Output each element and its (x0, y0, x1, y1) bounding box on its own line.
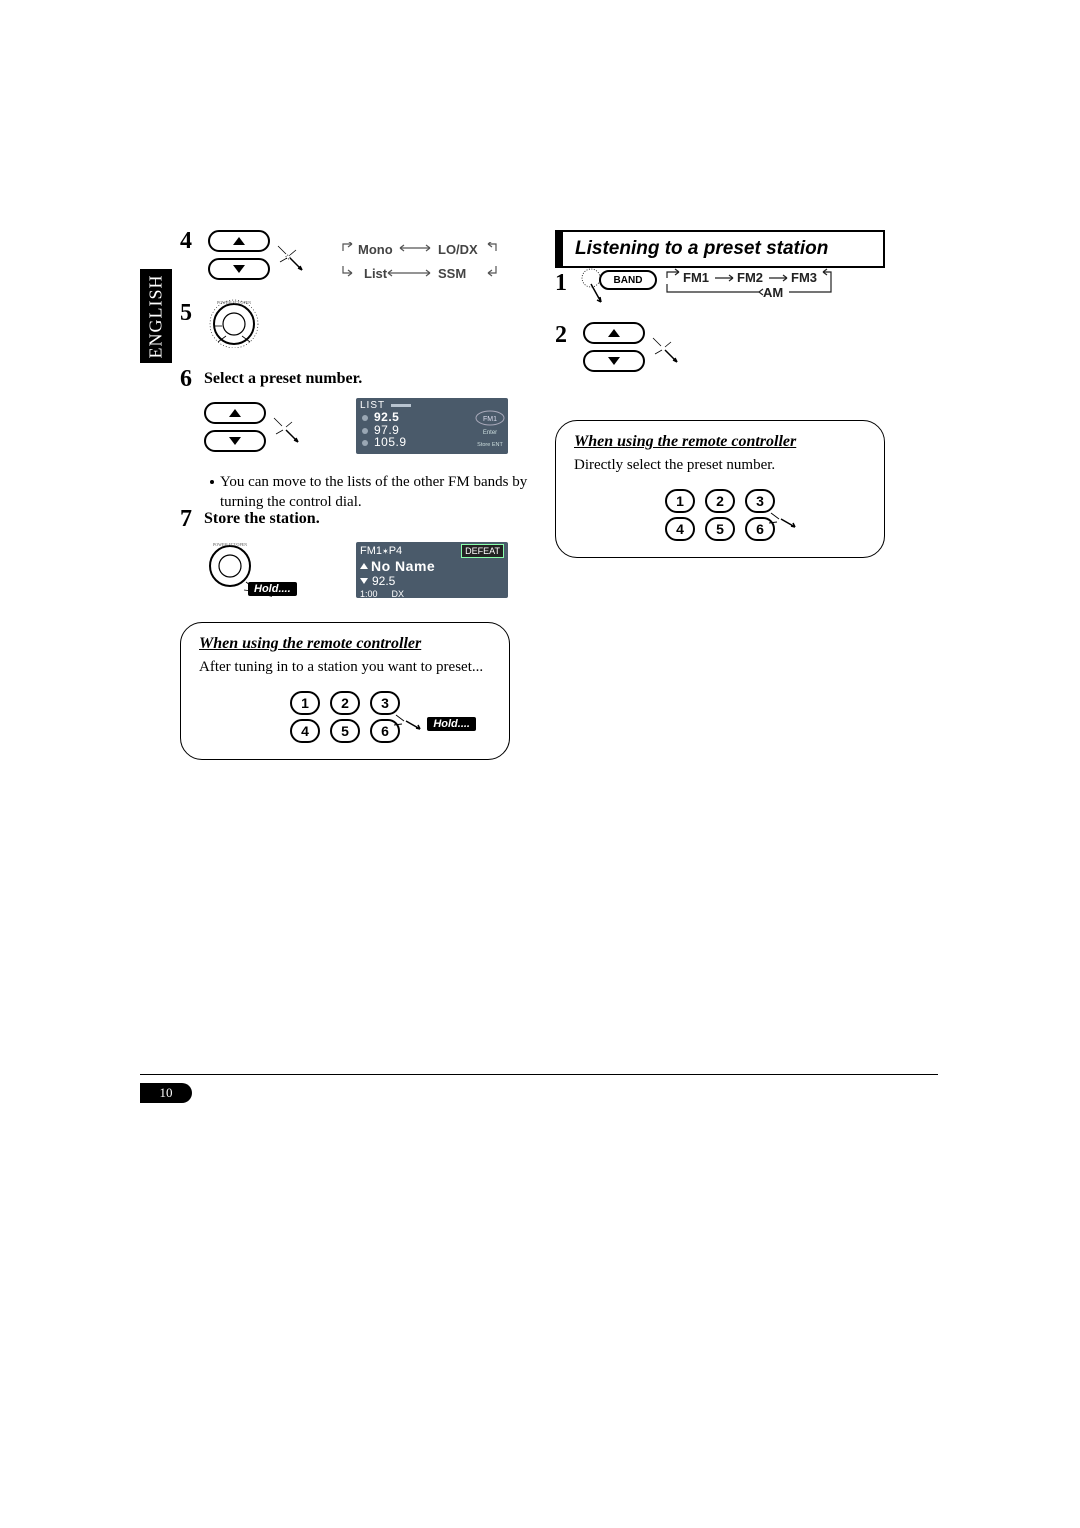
page-number: 10 (140, 1083, 192, 1103)
remote-button-5[interactable]: 5 (705, 517, 735, 541)
step-7-number: 7 (180, 506, 192, 533)
step-4-number: 4 (180, 228, 192, 255)
step-4-rocker (208, 230, 270, 286)
remote-button-1[interactable]: 1 (665, 489, 695, 513)
remote-button-1[interactable]: 1 (290, 691, 320, 715)
lcd-name: No Name (371, 558, 435, 574)
down-arrow-icon (608, 357, 620, 365)
lcd-freq: 92.5 (372, 574, 395, 588)
svg-text:Store ENT: Store ENT (477, 442, 503, 448)
language-label: ENGLISH (146, 274, 167, 358)
remote-text: Directly select the preset number. (574, 455, 866, 475)
remote-button-4[interactable]: 4 (665, 517, 695, 541)
remote-number-pad: 1 2 3 4 5 6 (665, 485, 775, 541)
right-column: Listening to a preset station 1 BAND (555, 230, 915, 268)
flow-list-label: List (364, 266, 387, 281)
language-tab: ENGLISH (140, 269, 172, 363)
page-footer-rule: 10 (140, 1074, 938, 1075)
flow-ssm-label: SSM (438, 266, 466, 281)
rocker-control[interactable] (208, 230, 270, 286)
hold-badge: Hold.... (248, 582, 297, 596)
rocker-up-button[interactable] (583, 322, 645, 344)
lcd-store-display: FM1 ✶ P4 DEFEAT No Name 92.5 1:00 DX (356, 542, 508, 598)
remote-title: When using the remote controller (574, 433, 866, 451)
svg-text:FM1: FM1 (483, 416, 497, 423)
remote-title: When using the remote controller (199, 635, 491, 653)
step-6-bullet: You can move to the lists of the other F… (214, 472, 540, 513)
step-2-rocker (583, 322, 645, 378)
step-7-block: Store the station. POWER/ATT/OPEN (204, 510, 320, 602)
rocker-down-button[interactable] (583, 350, 645, 372)
band-button[interactable]: BAND (599, 270, 657, 290)
remote-text: After tuning in to a station you want to… (199, 657, 491, 677)
bullet-icon (210, 480, 214, 484)
press-emit-icon (647, 332, 681, 366)
remote-number-pad: 1 2 3 4 5 6 (290, 687, 400, 743)
fm1-label: FM1 (683, 270, 709, 285)
hold-badge: Hold.... (427, 717, 476, 731)
flow-lodx-label: LO/DX (438, 242, 478, 257)
up-arrow-icon (233, 237, 245, 245)
lcd-dx: DX (392, 589, 405, 599)
fm3-label: FM3 (791, 270, 817, 285)
step-5-number: 5 (180, 300, 192, 327)
lcd-preset: P4 (389, 545, 402, 557)
step-6-number: 6 (180, 366, 192, 393)
down-arrow-icon (233, 265, 245, 273)
remote-button-2[interactable]: 2 (705, 489, 735, 513)
rocker-down-button[interactable] (204, 430, 266, 452)
band-flow: FM1 FM2 FM3 AM (665, 268, 885, 314)
step-7-title: Store the station. (204, 510, 320, 528)
remote-button-4[interactable]: 4 (290, 719, 320, 743)
up-arrow-icon (608, 329, 620, 337)
rocker-down-button[interactable] (208, 258, 270, 280)
lcd-preset-list: LIST 92.5 97.9 105.9 FM1 Enter Store ENT (356, 398, 508, 454)
step-6-title: Select a preset number. (204, 370, 540, 388)
press-emit-icon (769, 507, 809, 540)
step-6-block: Select a preset number. LIST 92 (204, 370, 540, 513)
step-5-dial: POWER/ATT/OPEN (208, 296, 260, 348)
control-dial[interactable]: POWER/ATT/OPEN (208, 296, 260, 348)
flow-mono-label: Mono (358, 242, 393, 257)
remote-box-right: When using the remote controller Directl… (555, 420, 885, 558)
remote-box-left: When using the remote controller After t… (180, 622, 510, 760)
press-emit-icon (268, 412, 302, 446)
step-6-rocker[interactable] (204, 402, 266, 458)
svg-text:POWER/ATT/OPEN: POWER/ATT/OPEN (213, 542, 247, 547)
svg-text:Enter: Enter (483, 430, 497, 436)
rocker-up-button[interactable] (208, 230, 270, 252)
am-label: AM (763, 285, 783, 300)
section-heading: Listening to a preset station (555, 230, 885, 268)
fm2-label: FM2 (737, 270, 763, 285)
step-2-number: 2 (555, 322, 567, 349)
lcd-fm-badge: FM1 Enter Store ENT (474, 410, 506, 450)
lcd-band: FM1 (360, 545, 382, 557)
rocker-up-button[interactable] (204, 402, 266, 424)
down-arrow-icon (229, 437, 241, 445)
press-emit-icon (272, 240, 306, 274)
remote-button-5[interactable]: 5 (330, 719, 360, 743)
remote-button-2[interactable]: 2 (330, 691, 360, 715)
lcd-time: 1:00 (360, 589, 378, 599)
svg-text:POWER/ATT/OPEN: POWER/ATT/OPEN (217, 300, 251, 305)
step-1-number: 1 (555, 270, 567, 297)
lcd-defeat: DEFEAT (461, 544, 504, 558)
rocker-control[interactable] (583, 322, 645, 378)
up-arrow-icon (229, 409, 241, 417)
